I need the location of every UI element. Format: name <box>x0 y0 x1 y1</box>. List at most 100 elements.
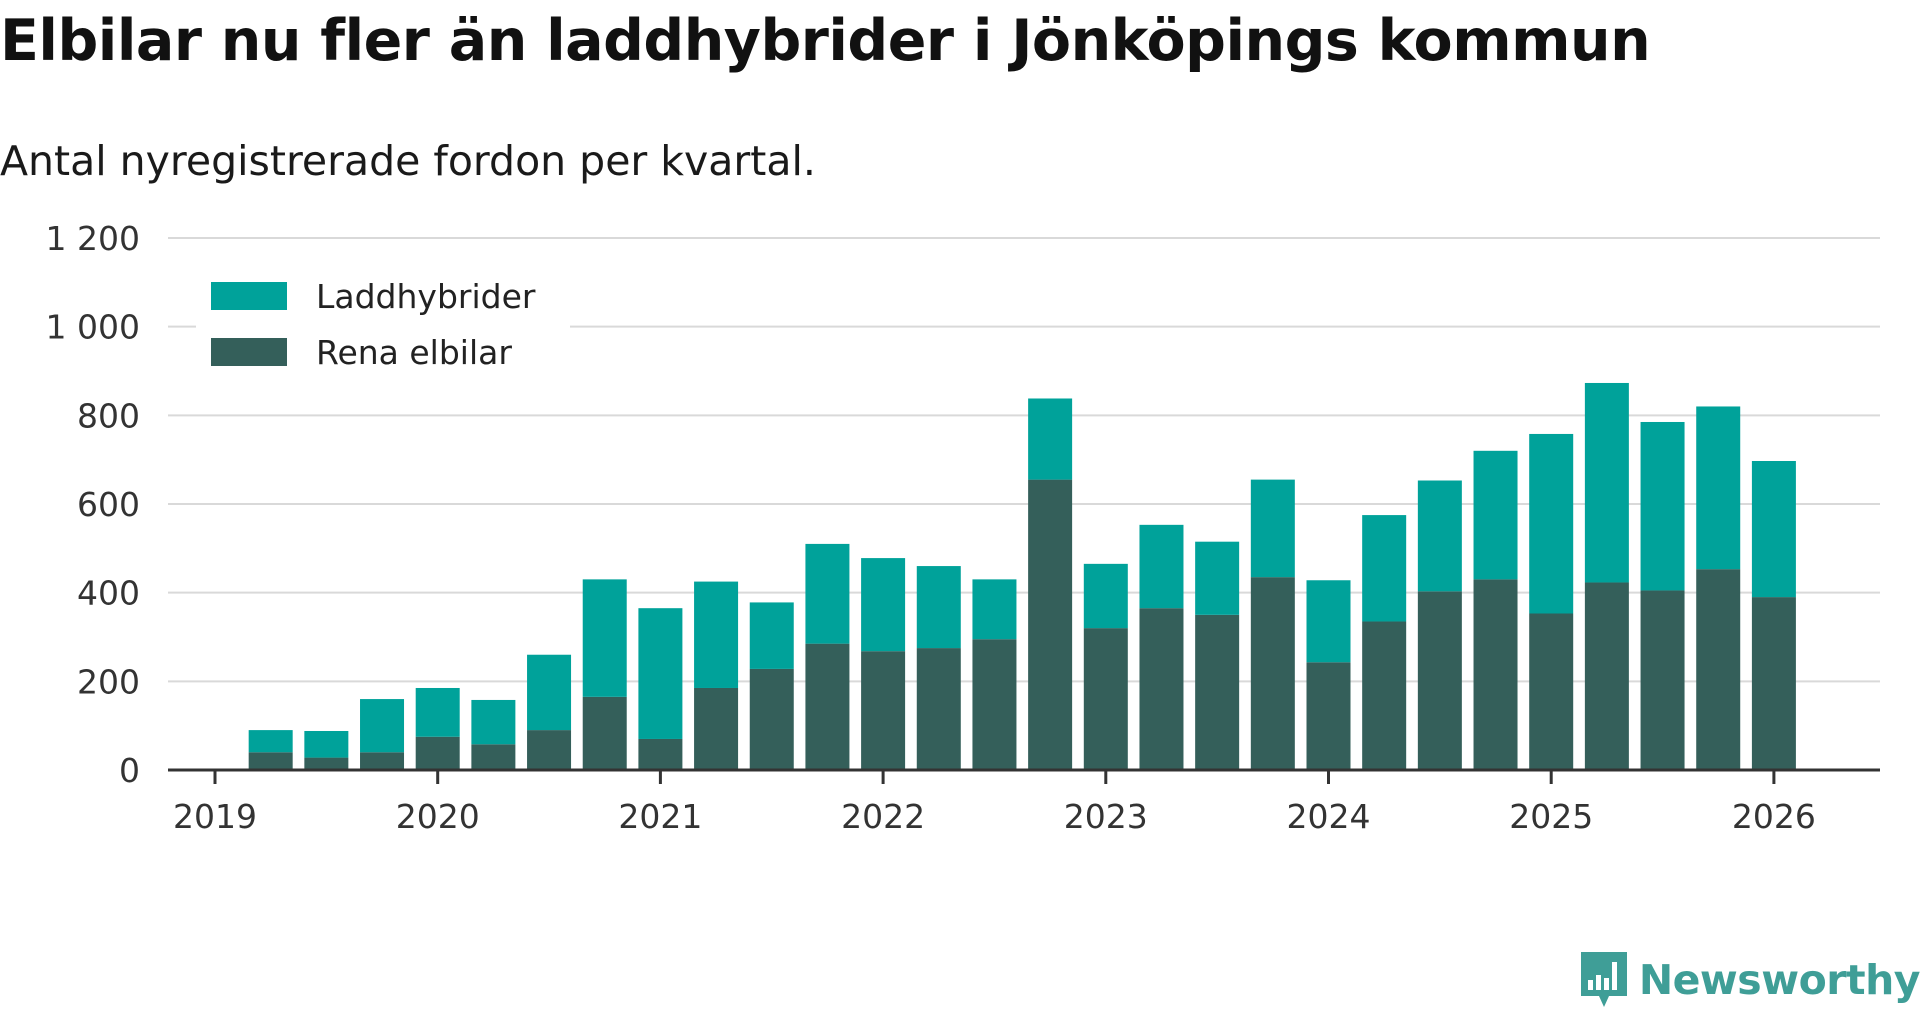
bar-stack <box>916 566 961 770</box>
bar-rena-elbilar <box>527 730 572 770</box>
bar-laddhybrider <box>1640 421 1685 591</box>
bar-rena-elbilar <box>1139 608 1184 770</box>
x-tick-label: 2023 <box>1064 797 1148 836</box>
bar-rena-elbilar <box>916 648 961 770</box>
y-tick-label: 400 <box>77 574 140 613</box>
y-tick-label: 1 200 <box>46 219 140 258</box>
bar-rena-elbilar <box>694 687 739 770</box>
bar-laddhybrider <box>1083 563 1128 629</box>
bar-stack <box>1751 460 1796 770</box>
bar-rena-elbilar <box>304 757 349 770</box>
legend-label: Rena elbilar <box>316 333 512 372</box>
y-tick-label: 800 <box>77 396 140 435</box>
bar-stack <box>248 730 293 770</box>
bar-stack <box>1306 580 1351 770</box>
bar-rena-elbilar <box>805 643 850 770</box>
bar-rena-elbilar <box>861 651 906 770</box>
legend-item-rena-elbilar: Rena elbilar <box>211 333 512 372</box>
bar-rena-elbilar <box>1584 582 1629 770</box>
bar-stack <box>1362 515 1407 770</box>
bar-rena-elbilar <box>1529 613 1574 770</box>
x-tick-label: 2024 <box>1287 797 1371 836</box>
bar-laddhybrider <box>1417 480 1462 592</box>
bar-laddhybrider <box>360 699 405 753</box>
bar-rena-elbilar <box>360 752 405 770</box>
bar-rena-elbilar <box>471 744 516 770</box>
newsworthy-logo-icon <box>1580 952 1627 1007</box>
bar-laddhybrider <box>972 579 1017 640</box>
bar-stack <box>638 608 683 770</box>
bar-rena-elbilar <box>415 736 460 770</box>
bar-stack <box>1250 479 1295 770</box>
bar-laddhybrider <box>694 581 739 688</box>
bar-laddhybrider <box>805 543 850 644</box>
bar-stack <box>694 581 739 770</box>
bar-laddhybrider <box>1139 524 1184 609</box>
bar-rena-elbilar <box>1083 628 1128 770</box>
bar-stack <box>415 687 460 770</box>
bar-stack <box>527 654 572 770</box>
x-axis: 2019 2020 2021 2022 2023 2024 2025 2026 <box>168 768 1880 836</box>
bar-laddhybrider <box>248 730 293 753</box>
bar-rena-elbilar <box>1250 577 1295 770</box>
bar-stack <box>1473 450 1518 770</box>
bar-stack <box>1696 406 1741 770</box>
bar-stack <box>1640 421 1685 770</box>
x-tick-label: 2026 <box>1732 797 1816 836</box>
y-tick-label: 0 <box>119 751 140 790</box>
bar-stack <box>360 699 405 770</box>
chart-title: Elbilar nu fler än laddhybrider i Jönköp… <box>0 8 1651 74</box>
bars <box>248 382 1796 770</box>
x-tick-label: 2021 <box>618 797 702 836</box>
bar-laddhybrider <box>527 654 572 731</box>
bar-stack <box>1529 433 1574 770</box>
bar-rena-elbilar <box>1640 590 1685 770</box>
x-tick-label: 2019 <box>173 797 257 836</box>
bar-rena-elbilar <box>1473 579 1518 770</box>
bar-laddhybrider <box>1195 541 1240 615</box>
bar-laddhybrider <box>1362 515 1407 622</box>
bar-laddhybrider <box>1751 460 1796 598</box>
bar-rena-elbilar <box>1362 621 1407 770</box>
bar-rena-elbilar <box>1306 662 1351 770</box>
bar-laddhybrider <box>1028 398 1073 480</box>
bar-rena-elbilar <box>638 738 683 770</box>
bar-laddhybrider <box>304 730 349 758</box>
chart-subtitle: Antal nyregistrerade fordon per kvartal. <box>0 137 816 185</box>
legend-item-laddhybrider: Laddhybrider <box>211 277 536 316</box>
bar-laddhybrider <box>916 566 961 649</box>
bar-stack <box>861 558 906 770</box>
bar-stack <box>1584 382 1629 770</box>
bar-laddhybrider <box>1306 580 1351 663</box>
bar-laddhybrider <box>582 579 627 697</box>
bar-rena-elbilar <box>248 752 293 770</box>
bar-stack <box>471 699 516 770</box>
bar-stack <box>805 543 850 770</box>
bar-laddhybrider <box>638 608 683 739</box>
bar-laddhybrider <box>1473 450 1518 580</box>
bar-rena-elbilar <box>1417 591 1462 770</box>
bar-rena-elbilar <box>1751 597 1796 770</box>
bar-laddhybrider <box>415 687 460 737</box>
bar-rena-elbilar <box>1028 479 1073 770</box>
bar-rena-elbilar <box>749 668 794 770</box>
bar-stack <box>1195 541 1240 770</box>
bar-laddhybrider <box>471 699 516 745</box>
x-tick-label: 2025 <box>1509 797 1593 836</box>
bar-stack <box>1028 398 1073 770</box>
legend-swatch <box>211 338 287 366</box>
bar-stack <box>1083 563 1128 770</box>
bar-rena-elbilar <box>582 696 627 770</box>
legend-swatch <box>211 282 287 310</box>
bar-stack <box>1139 524 1184 770</box>
bar-laddhybrider <box>1529 433 1574 614</box>
x-tick-label: 2022 <box>841 797 925 836</box>
bar-rena-elbilar <box>1696 569 1741 770</box>
legend: Laddhybrider Rena elbilar <box>196 262 570 372</box>
bar-rena-elbilar <box>972 639 1017 770</box>
bar-laddhybrider <box>1696 406 1741 570</box>
bar-stack <box>749 602 794 770</box>
brand-name: Newsworthy <box>1638 956 1920 1004</box>
brand-logo: Newsworthy <box>1579 950 1920 1010</box>
bar-laddhybrider <box>1250 479 1295 578</box>
